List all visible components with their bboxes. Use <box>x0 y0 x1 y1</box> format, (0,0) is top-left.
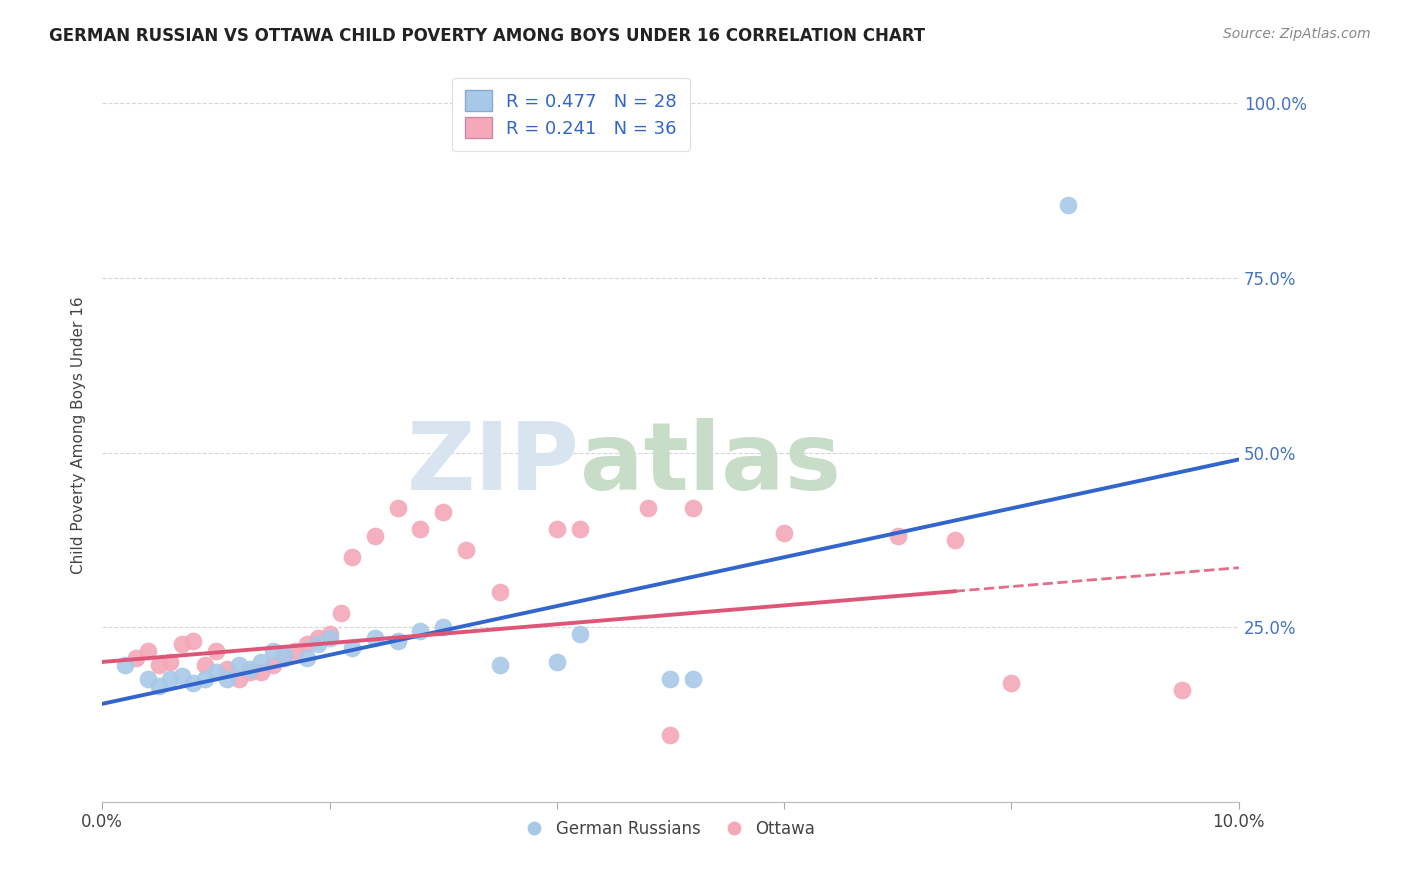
Text: atlas: atlas <box>579 418 841 510</box>
Point <box>318 627 340 641</box>
Point <box>170 638 193 652</box>
Point <box>659 728 682 742</box>
Point <box>295 651 318 665</box>
Point <box>409 624 432 638</box>
Point <box>239 665 262 680</box>
Point <box>1057 197 1080 211</box>
Point <box>409 522 432 536</box>
Point <box>637 501 659 516</box>
Point <box>228 673 250 687</box>
Point <box>342 640 364 655</box>
Point <box>284 644 307 658</box>
Point <box>1171 682 1194 697</box>
Point <box>432 505 454 519</box>
Point <box>170 669 193 683</box>
Point <box>659 673 682 687</box>
Point <box>454 543 477 558</box>
Point <box>193 673 215 687</box>
Point <box>148 679 170 693</box>
Point <box>342 550 364 565</box>
Point <box>125 651 148 665</box>
Point <box>273 648 295 662</box>
Point <box>387 501 409 516</box>
Text: Source: ZipAtlas.com: Source: ZipAtlas.com <box>1223 27 1371 41</box>
Point <box>159 673 181 687</box>
Point <box>136 644 159 658</box>
Point <box>568 522 591 536</box>
Point <box>489 585 512 599</box>
Point <box>181 634 204 648</box>
Point <box>682 673 704 687</box>
Point <box>307 638 329 652</box>
Point <box>307 631 329 645</box>
Point <box>364 529 387 543</box>
Point <box>273 651 295 665</box>
Point <box>773 525 796 540</box>
Point <box>943 533 966 547</box>
Point <box>1000 676 1022 690</box>
Text: GERMAN RUSSIAN VS OTTAWA CHILD POVERTY AMONG BOYS UNDER 16 CORRELATION CHART: GERMAN RUSSIAN VS OTTAWA CHILD POVERTY A… <box>49 27 925 45</box>
Point <box>546 655 568 669</box>
Point <box>136 673 159 687</box>
Point <box>193 658 215 673</box>
Point <box>568 627 591 641</box>
Text: ZIP: ZIP <box>406 418 579 510</box>
Point <box>387 634 409 648</box>
Point <box>329 606 352 620</box>
Point <box>262 658 284 673</box>
Point <box>228 658 250 673</box>
Legend: German Russians, Ottawa: German Russians, Ottawa <box>519 814 823 845</box>
Point <box>250 655 273 669</box>
Y-axis label: Child Poverty Among Boys Under 16: Child Poverty Among Boys Under 16 <box>72 296 86 574</box>
Point <box>205 665 228 680</box>
Point <box>318 631 340 645</box>
Point <box>546 522 568 536</box>
Point <box>217 662 239 676</box>
Point <box>250 665 273 680</box>
Point <box>159 655 181 669</box>
Point <box>181 676 204 690</box>
Point <box>364 631 387 645</box>
Point <box>682 501 704 516</box>
Point <box>432 620 454 634</box>
Point <box>239 662 262 676</box>
Point <box>148 658 170 673</box>
Point <box>887 529 910 543</box>
Point <box>205 644 228 658</box>
Point <box>114 658 136 673</box>
Point <box>489 658 512 673</box>
Point <box>262 644 284 658</box>
Point <box>217 673 239 687</box>
Point <box>295 638 318 652</box>
